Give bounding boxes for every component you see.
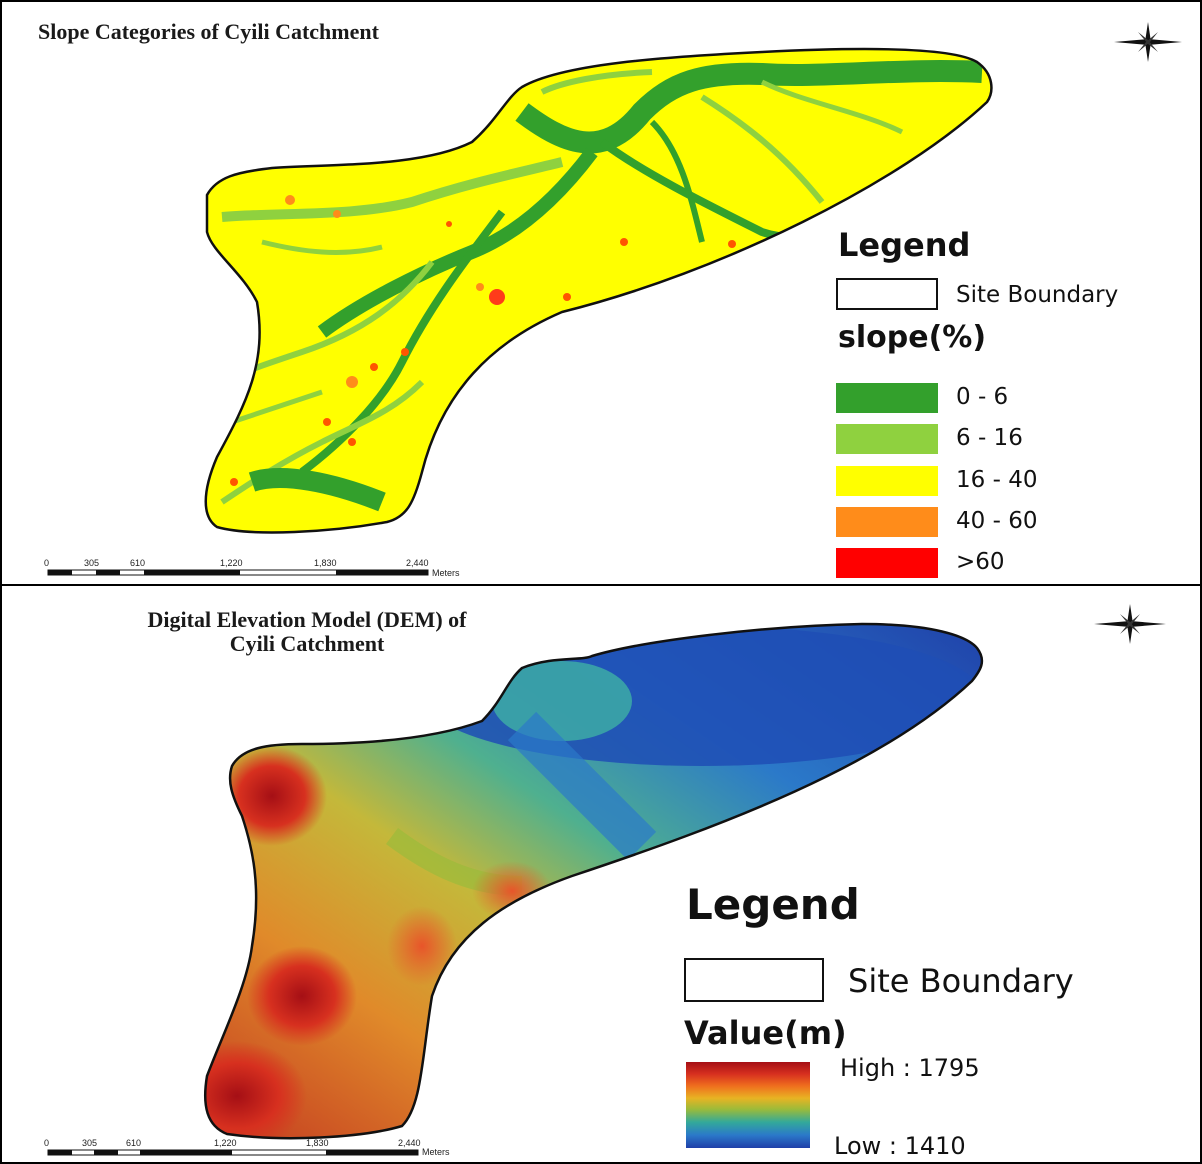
compass-rose-icon — [1114, 22, 1182, 62]
scale-tick-label: 2,440 — [406, 558, 429, 568]
scale-tick-label: 0 — [44, 558, 50, 568]
legend-label-6-16: 6 - 16 — [956, 425, 1023, 451]
scale-tick-label: 1,830 — [314, 558, 337, 568]
legend-title: Legend — [838, 226, 971, 264]
legend-label-0-6: 0 - 6 — [956, 384, 1009, 410]
elevation-low-label: Low : 1410 — [834, 1132, 966, 1160]
legend-swatch-6-16 — [836, 424, 938, 454]
scale-tick-label: 1,220 — [220, 558, 243, 568]
legend-swatch-0-6 — [836, 383, 938, 413]
slope-legend-title: slope(%) — [838, 320, 987, 355]
scale-tick-label: 610 — [130, 558, 146, 568]
scale-bar — [47, 569, 429, 576]
scale-bar — [47, 1149, 419, 1156]
scale-unit-label: Meters — [432, 568, 460, 578]
map-title: Digital Elevation Model (DEM) of Cyili C… — [42, 607, 572, 657]
legend-swatch-over-60 — [836, 548, 938, 578]
legend-label-40-60: 40 - 60 — [956, 508, 1038, 534]
site-boundary-label: Site Boundary — [848, 962, 1074, 1000]
site-boundary-swatch — [836, 278, 938, 310]
scale-tick-label: 2,440 — [398, 1138, 421, 1148]
legend-label-over-60: >60 — [956, 549, 1005, 575]
elevation-high-label: High : 1795 — [840, 1054, 980, 1082]
elevation-color-ramp — [686, 1062, 810, 1148]
site-boundary-outline — [204, 47, 993, 534]
legend-swatch-16-40 — [836, 466, 938, 496]
legend-title: Legend — [686, 880, 860, 929]
scale-tick-label: 1,220 — [214, 1138, 237, 1148]
scale-tick-label: 305 — [82, 1138, 98, 1148]
scale-tick-label: 1,830 — [306, 1138, 329, 1148]
scale-tick-label: 610 — [126, 1138, 142, 1148]
value-legend-title: Value(m) — [684, 1014, 847, 1052]
site-boundary-swatch — [684, 958, 824, 1002]
dem-map-panel: Digital Elevation Model (DEM) of Cyili C… — [0, 584, 1202, 1164]
slope-map-panel: Slope Categories of Cyili Catchment 0 30… — [0, 0, 1202, 586]
dem-map — [47, 604, 1166, 1156]
legend-label-16-40: 16 - 40 — [956, 467, 1038, 493]
scale-tick-label: 0 — [44, 1138, 50, 1148]
scale-tick-label: 305 — [84, 558, 100, 568]
site-boundary-outline — [203, 622, 984, 1140]
scale-unit-label: Meters — [422, 1147, 450, 1157]
site-boundary-label: Site Boundary — [956, 282, 1119, 308]
map-title-line-2: Cyili Catchment — [229, 631, 385, 657]
legend-swatch-40-60 — [836, 507, 938, 537]
map-title: Slope Categories of Cyili Catchment — [38, 19, 379, 44]
map-title-line-1: Digital Elevation Model (DEM) of — [147, 607, 467, 632]
compass-rose-icon — [1094, 604, 1166, 644]
